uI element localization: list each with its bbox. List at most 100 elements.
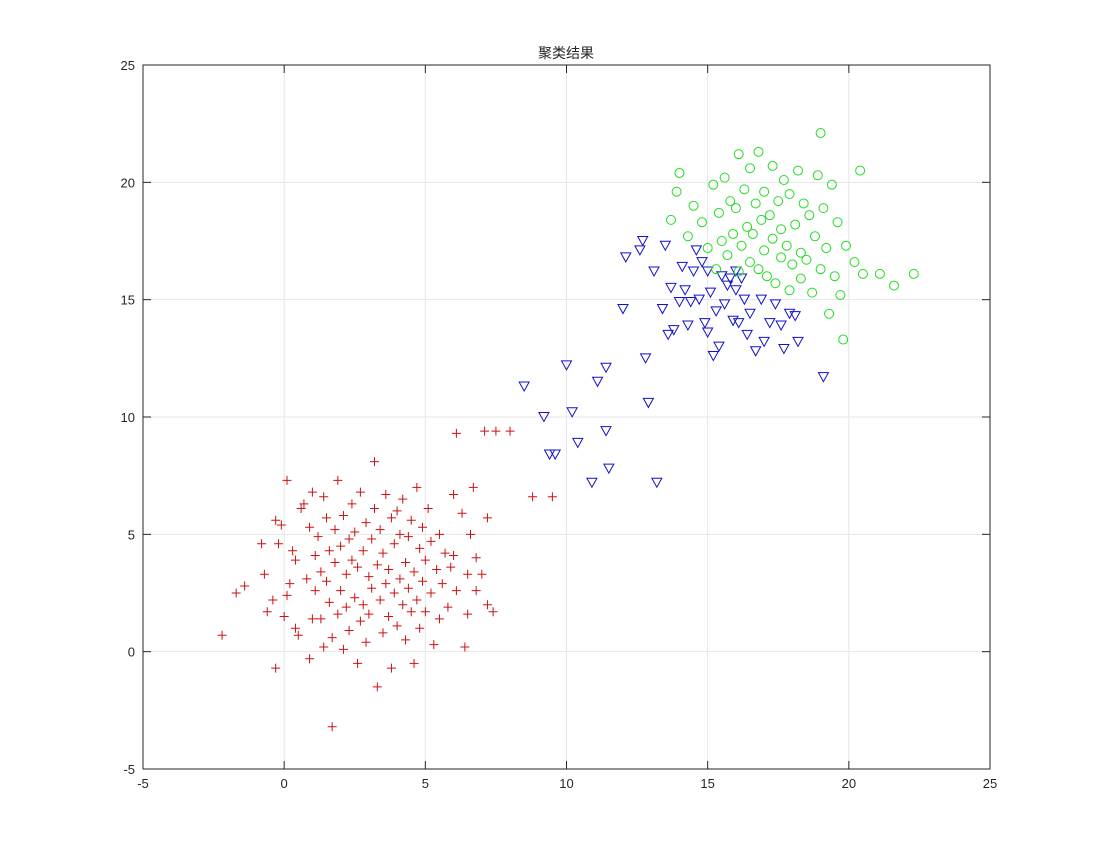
data-point-circle [857, 268, 868, 279]
data-point-plus [361, 518, 371, 528]
series-2 [518, 236, 830, 489]
data-point-plus [361, 637, 371, 647]
data-point-circle [745, 257, 756, 268]
data-point-triangle [560, 360, 573, 371]
data-point-plus [468, 482, 478, 492]
data-point-triangle [710, 306, 722, 317]
data-point-plus [471, 586, 481, 596]
data-point-plus [367, 583, 377, 593]
data-point-triangle [738, 294, 751, 306]
data-point-plus [420, 607, 430, 617]
y-tick-label: 0 [128, 645, 135, 660]
data-point-plus [350, 593, 360, 603]
data-point-plus [319, 492, 329, 502]
data-point-triangle [817, 372, 830, 383]
data-point-plus [358, 546, 368, 556]
data-point-plus [353, 658, 363, 668]
data-point-plus [443, 602, 453, 612]
data-point-plus [271, 515, 281, 525]
data-point-plus [313, 532, 323, 542]
data-point-circle [753, 264, 764, 275]
data-point-circle [713, 207, 724, 218]
data-point-plus [378, 548, 388, 558]
x-tick-label: 0 [281, 776, 288, 791]
data-point-plus [372, 682, 382, 692]
data-point-plus [384, 611, 394, 621]
data-point-plus [336, 586, 346, 596]
data-point-plus [341, 569, 351, 579]
data-point-plus [434, 614, 444, 624]
data-point-plus [293, 630, 303, 640]
data-point-circle [747, 228, 758, 239]
data-point-circle [759, 245, 770, 256]
data-point-plus [460, 642, 470, 652]
data-point-plus [381, 489, 391, 499]
data-point-circle [725, 196, 736, 207]
data-point-plus [364, 572, 374, 582]
data-point-triangle [789, 311, 802, 322]
data-point-circle [776, 252, 787, 263]
data-point-plus [384, 565, 394, 575]
data-point-triangle [758, 336, 770, 348]
data-point-circle [753, 146, 764, 157]
data-point-circle [781, 240, 792, 251]
data-point-triangle [735, 273, 748, 285]
data-point-plus [310, 550, 320, 560]
data-point-triangle [617, 304, 629, 315]
data-point-triangle [704, 287, 717, 299]
data-point-circle [739, 184, 750, 195]
data-point-triangle [755, 294, 768, 306]
data-points [217, 128, 919, 732]
data-point-plus [392, 621, 402, 631]
data-point-plus [367, 534, 377, 544]
data-point-circle [716, 236, 727, 246]
data-point-plus [409, 658, 419, 668]
data-point-circle [697, 217, 708, 228]
data-point-triangle [696, 257, 708, 268]
data-point-plus [358, 600, 368, 610]
data-point-triangle [648, 266, 660, 278]
data-point-plus [274, 539, 284, 549]
data-point-plus [336, 541, 346, 551]
data-point-plus [333, 609, 343, 619]
data-point-circle [674, 167, 685, 178]
data-point-plus [429, 640, 439, 650]
data-point-plus [412, 482, 422, 492]
data-point-triangle [763, 318, 776, 329]
data-point-plus [381, 579, 391, 589]
data-point-circle [671, 186, 682, 197]
data-point-plus [446, 562, 456, 572]
data-point-circle [770, 278, 781, 289]
data-point-plus [449, 550, 459, 560]
x-tick-label: -5 [137, 776, 149, 791]
data-point-plus [322, 576, 332, 586]
data-point-triangle [775, 320, 787, 332]
data-point-plus [463, 609, 473, 619]
data-point-circle [756, 214, 767, 225]
data-point-triangle [586, 477, 598, 489]
data-point-triangle [682, 320, 694, 332]
data-point-circle [665, 214, 676, 225]
data-point-triangle [656, 304, 669, 315]
data-point-plus [386, 663, 396, 673]
data-point-circle [730, 203, 741, 214]
data-point-plus [276, 520, 286, 530]
data-point-circle [784, 285, 795, 296]
data-point-triangle [730, 285, 742, 296]
data-point-plus [353, 562, 363, 572]
data-point-triangle [778, 343, 790, 355]
data-point-plus [386, 513, 396, 523]
data-point-circle [835, 289, 846, 300]
data-point-circle [688, 200, 699, 211]
data-point-circle [908, 268, 919, 279]
data-point-triangle [701, 266, 714, 278]
data-point-plus [449, 489, 459, 499]
x-tick-label: 25 [983, 776, 997, 791]
data-point-plus [375, 525, 385, 535]
data-point-circle [745, 163, 756, 174]
data-point-plus [364, 609, 374, 619]
data-point-triangle [571, 437, 584, 449]
data-point-triangle [690, 245, 703, 256]
y-tick-label: 25 [121, 58, 135, 73]
x-tick-label: 20 [842, 776, 856, 791]
